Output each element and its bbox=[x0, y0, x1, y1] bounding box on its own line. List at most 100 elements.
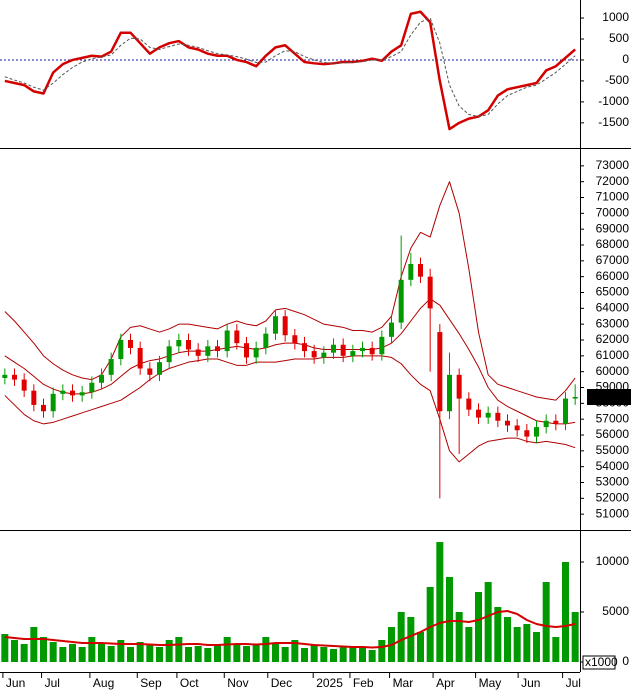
y-tick-label: 10000 bbox=[596, 554, 630, 568]
candle-body bbox=[176, 340, 182, 347]
candle-body bbox=[195, 349, 201, 356]
volume-bar bbox=[272, 644, 279, 662]
x-tick-label: Feb bbox=[353, 676, 374, 690]
volume-bar bbox=[339, 646, 347, 662]
candle-body bbox=[505, 420, 510, 426]
candle-body bbox=[563, 398, 568, 424]
x-tick-label: Nov bbox=[227, 676, 248, 690]
candle-body bbox=[263, 333, 269, 348]
candle-body bbox=[137, 347, 143, 369]
candle-body bbox=[108, 359, 114, 375]
candle-body bbox=[437, 332, 443, 412]
volume-bar bbox=[407, 617, 415, 662]
candle-body bbox=[360, 347, 365, 352]
candle-body bbox=[70, 390, 75, 396]
candle-body bbox=[524, 430, 530, 437]
candle-body bbox=[118, 340, 124, 359]
volume-bar bbox=[1, 634, 9, 662]
y-tick-label: 66000 bbox=[596, 269, 630, 283]
volume-bar bbox=[484, 582, 492, 662]
candle-body bbox=[253, 347, 259, 358]
y-tick-label: 51000 bbox=[596, 506, 630, 520]
series-line bbox=[4, 17, 576, 118]
candle-body bbox=[369, 347, 375, 355]
candle-body bbox=[21, 379, 27, 391]
candle-body bbox=[12, 374, 17, 380]
y-tick-label: 54000 bbox=[596, 459, 630, 473]
x-tick-label: Jul bbox=[566, 676, 581, 690]
candle-body bbox=[41, 404, 46, 412]
volume-bar bbox=[436, 542, 444, 662]
volume-bar bbox=[223, 637, 231, 662]
volume-bar bbox=[214, 644, 221, 662]
x-tick-label: 2025 bbox=[316, 676, 343, 690]
candle-body bbox=[408, 264, 414, 280]
volume-bar bbox=[194, 646, 202, 662]
volume-bar bbox=[426, 587, 434, 662]
volume-bar bbox=[359, 648, 366, 662]
y-tick-label: 0 bbox=[622, 654, 629, 668]
x-tick-label: Aug bbox=[93, 676, 114, 690]
unit-label: x1000 bbox=[585, 655, 618, 669]
volume-bar bbox=[320, 647, 328, 662]
volume-bar bbox=[117, 640, 125, 662]
candle-body bbox=[427, 276, 433, 309]
y-tick-label: 70000 bbox=[596, 206, 630, 220]
volume-bar bbox=[378, 640, 386, 662]
candle-body bbox=[534, 427, 539, 437]
candle-body bbox=[485, 412, 491, 418]
candle-body bbox=[447, 374, 452, 412]
y-tick-label: -1500 bbox=[598, 115, 629, 129]
volume-bar bbox=[78, 647, 86, 662]
y-tick-label: 5000 bbox=[602, 604, 629, 618]
volume-bar bbox=[40, 637, 47, 662]
x-tick-label: Jun bbox=[521, 676, 540, 690]
candle-body bbox=[166, 346, 172, 363]
series-line bbox=[4, 298, 576, 425]
candle-body bbox=[553, 420, 559, 424]
x-tick-label: Sep bbox=[140, 676, 162, 690]
volume-bar bbox=[156, 647, 163, 662]
y-tick-label: 53000 bbox=[596, 475, 630, 489]
candle-body bbox=[282, 316, 288, 336]
candle-body bbox=[205, 346, 211, 356]
y-tick-label: 72000 bbox=[596, 174, 630, 188]
candle-body bbox=[273, 316, 278, 334]
candle-body bbox=[147, 368, 153, 375]
y-tick-label: 61000 bbox=[596, 348, 630, 362]
y-tick-label: 1000 bbox=[602, 10, 629, 24]
x-tick-label: Mar bbox=[393, 676, 414, 690]
x-tick-label: Dec bbox=[271, 676, 292, 690]
y-tick-label: 71000 bbox=[596, 190, 630, 204]
y-tick-label: 63000 bbox=[596, 316, 630, 330]
volume-bar bbox=[88, 637, 96, 662]
candle-body bbox=[331, 344, 336, 353]
candle-body bbox=[476, 409, 481, 418]
volume-bar bbox=[30, 627, 38, 662]
y-tick-label: 60000 bbox=[596, 364, 630, 378]
volume-bar bbox=[504, 617, 511, 662]
y-tick-label: 55000 bbox=[596, 443, 630, 457]
candle-body bbox=[186, 340, 191, 350]
volume-bar bbox=[349, 647, 357, 662]
candle-body bbox=[514, 425, 520, 431]
volume-bar bbox=[146, 644, 154, 662]
candle-body bbox=[389, 322, 394, 337]
series-line bbox=[4, 10, 576, 131]
unit-box bbox=[582, 655, 616, 670]
volume-bar bbox=[301, 648, 308, 662]
candle-body bbox=[292, 335, 298, 344]
y-tick-label: 0 bbox=[622, 52, 629, 66]
candle-body bbox=[215, 346, 220, 352]
volume-bar bbox=[165, 640, 173, 662]
volume-bar bbox=[243, 646, 250, 662]
volume-bar bbox=[69, 644, 76, 662]
y-tick-label: 69000 bbox=[596, 221, 630, 235]
candle-body bbox=[79, 392, 85, 396]
candle-body bbox=[495, 412, 501, 421]
volume-bar bbox=[136, 642, 144, 662]
candle-body bbox=[456, 374, 462, 399]
candle-body bbox=[543, 420, 549, 428]
